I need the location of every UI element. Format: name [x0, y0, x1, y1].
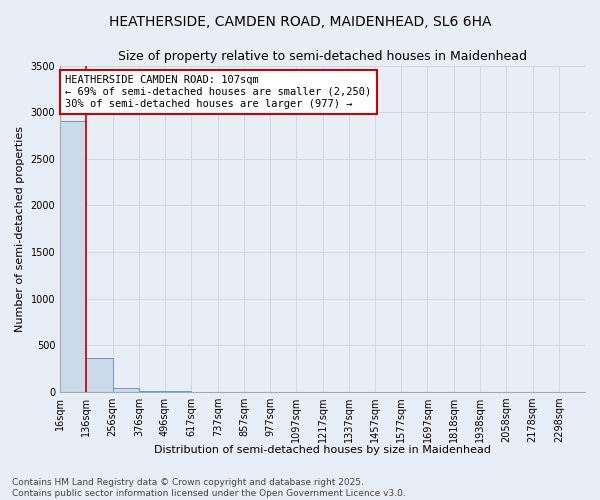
Bar [139, 391, 165, 392]
Bar [86, 358, 113, 392]
Title: Size of property relative to semi-detached houses in Maidenhead: Size of property relative to semi-detach… [118, 50, 527, 63]
Text: HEATHERSIDE, CAMDEN ROAD, MAIDENHEAD, SL6 6HA: HEATHERSIDE, CAMDEN ROAD, MAIDENHEAD, SL… [109, 15, 491, 29]
X-axis label: Distribution of semi-detached houses by size in Maidenhead: Distribution of semi-detached houses by … [154, 445, 491, 455]
Bar [60, 122, 86, 392]
Text: HEATHERSIDE CAMDEN ROAD: 107sqm
← 69% of semi-detached houses are smaller (2,250: HEATHERSIDE CAMDEN ROAD: 107sqm ← 69% of… [65, 76, 371, 108]
Text: Contains HM Land Registry data © Crown copyright and database right 2025.
Contai: Contains HM Land Registry data © Crown c… [12, 478, 406, 498]
Bar [113, 388, 139, 392]
Y-axis label: Number of semi-detached properties: Number of semi-detached properties [15, 126, 25, 332]
